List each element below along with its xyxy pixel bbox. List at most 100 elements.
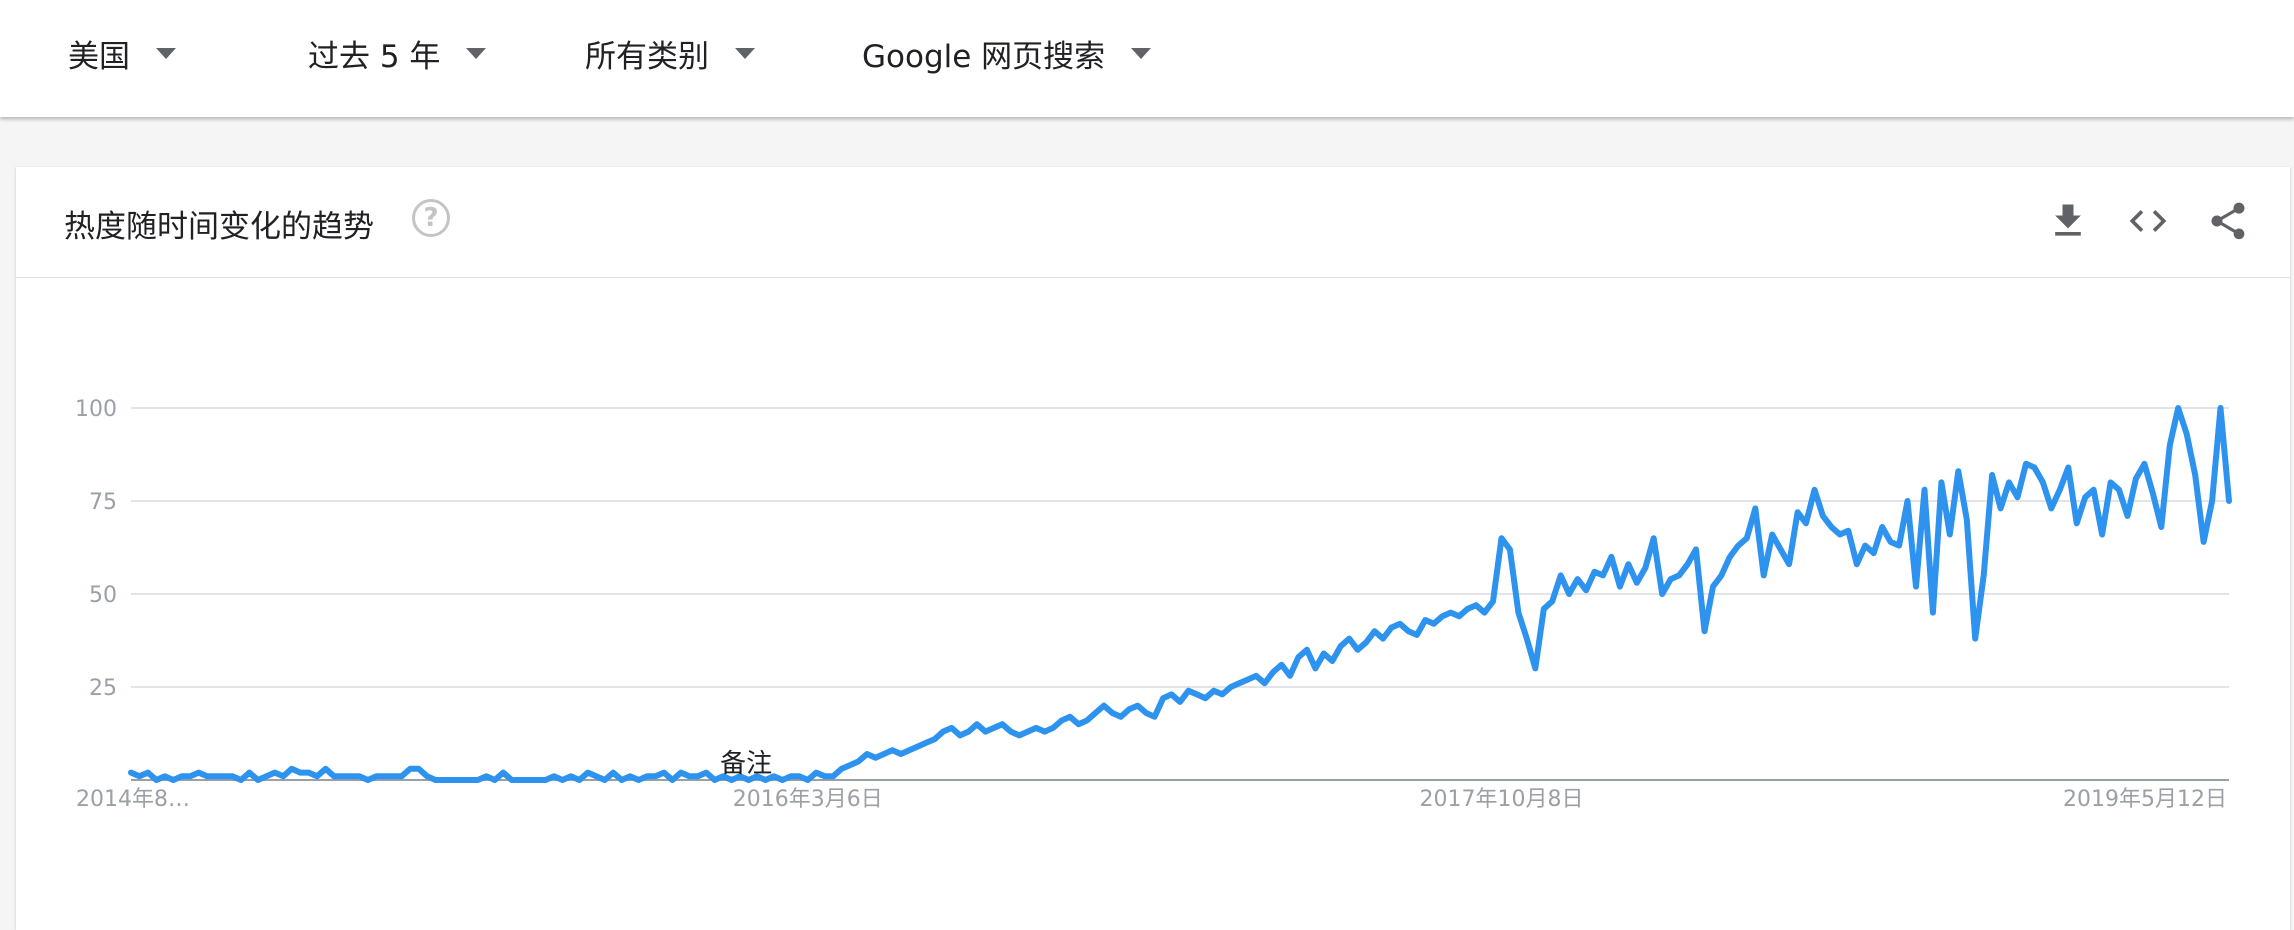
data-point[interactable]: [144, 769, 152, 777]
data-point[interactable]: [169, 776, 177, 784]
data-point[interactable]: [432, 776, 440, 784]
data-point[interactable]: [702, 769, 710, 777]
data-point[interactable]: [2030, 464, 2038, 472]
data-point[interactable]: [863, 750, 871, 758]
data-point[interactable]: [2081, 493, 2089, 501]
time-filter[interactable]: 过去 5 年: [308, 30, 487, 76]
data-point[interactable]: [2217, 404, 2225, 412]
data-point[interactable]: [1091, 709, 1099, 717]
data-point[interactable]: [787, 772, 795, 780]
data-point[interactable]: [1870, 549, 1878, 557]
data-point[interactable]: [1244, 676, 1252, 684]
data-point[interactable]: [1514, 609, 1522, 617]
data-point[interactable]: [262, 772, 270, 780]
data-point[interactable]: [457, 776, 465, 784]
data-point[interactable]: [2073, 519, 2081, 527]
data-point[interactable]: [694, 772, 702, 780]
data-point[interactable]: [2107, 478, 2115, 486]
data-point[interactable]: [1151, 713, 1159, 721]
data-point[interactable]: [1201, 694, 1209, 702]
data-point[interactable]: [347, 772, 355, 780]
data-point[interactable]: [178, 772, 186, 780]
data-point[interactable]: [1954, 467, 1962, 475]
data-point[interactable]: [398, 772, 406, 780]
data-point[interactable]: [1836, 530, 1844, 538]
data-point[interactable]: [288, 765, 296, 773]
data-point[interactable]: [1616, 583, 1624, 591]
data-point[interactable]: [1438, 612, 1446, 620]
data-point[interactable]: [1599, 571, 1607, 579]
data-point[interactable]: [1734, 542, 1742, 550]
data-point[interactable]: [1574, 575, 1582, 583]
data-point[interactable]: [2225, 497, 2233, 505]
data-point[interactable]: [2183, 430, 2191, 438]
data-point[interactable]: [1751, 504, 1759, 512]
data-point[interactable]: [1887, 538, 1895, 546]
data-point[interactable]: [652, 772, 660, 780]
data-point[interactable]: [152, 776, 160, 784]
data-point[interactable]: [1387, 623, 1395, 631]
data-point[interactable]: [1523, 635, 1531, 643]
data-point[interactable]: [939, 728, 947, 736]
data-point[interactable]: [1920, 486, 1928, 494]
data-point[interactable]: [1210, 687, 1218, 695]
data-point[interactable]: [795, 772, 803, 780]
data-point[interactable]: [1785, 560, 1793, 568]
data-point[interactable]: [965, 728, 973, 736]
data-point[interactable]: [482, 772, 490, 780]
data-point[interactable]: [2166, 441, 2174, 449]
data-point[interactable]: [2098, 530, 2106, 538]
data-point[interactable]: [1447, 609, 1455, 617]
data-point[interactable]: [871, 754, 879, 762]
data-point[interactable]: [1404, 627, 1412, 635]
data-point[interactable]: [2200, 538, 2208, 546]
data-point[interactable]: [905, 746, 913, 754]
data-point[interactable]: [804, 776, 812, 784]
data-point[interactable]: [1184, 687, 1192, 695]
data-point[interactable]: [846, 761, 854, 769]
data-point[interactable]: [711, 776, 719, 784]
data-point[interactable]: [1379, 635, 1387, 643]
data-point[interactable]: [2005, 478, 2013, 486]
data-point[interactable]: [1041, 728, 1049, 736]
data-point[interactable]: [1827, 523, 1835, 531]
data-point[interactable]: [2047, 504, 2055, 512]
data-point[interactable]: [1007, 728, 1015, 736]
data-point[interactable]: [922, 739, 930, 747]
data-point[interactable]: [973, 720, 981, 728]
data-point[interactable]: [1844, 527, 1852, 535]
data-point[interactable]: [1548, 597, 1556, 605]
data-point[interactable]: [1624, 560, 1632, 568]
category-filter[interactable]: 所有类别: [585, 30, 755, 76]
data-point[interactable]: [1294, 653, 1302, 661]
data-point[interactable]: [2064, 464, 2072, 472]
data-point[interactable]: [1269, 668, 1277, 676]
data-point[interactable]: [601, 776, 609, 784]
data-point[interactable]: [1066, 713, 1074, 721]
data-point[interactable]: [981, 728, 989, 736]
data-point[interactable]: [1345, 635, 1353, 643]
data-point[interactable]: [161, 772, 169, 780]
data-point[interactable]: [212, 772, 220, 780]
data-point[interactable]: [1058, 716, 1066, 724]
data-point[interactable]: [355, 772, 363, 780]
data-point[interactable]: [931, 735, 939, 743]
data-point[interactable]: [1760, 571, 1768, 579]
data-point[interactable]: [2140, 460, 2148, 468]
data-point[interactable]: [1117, 713, 1125, 721]
data-point[interactable]: [440, 776, 448, 784]
data-point[interactable]: [1032, 724, 1040, 732]
data-point[interactable]: [575, 776, 583, 784]
data-point[interactable]: [254, 776, 262, 784]
data-point[interactable]: [1557, 571, 1565, 579]
data-point[interactable]: [279, 772, 287, 780]
data-point[interactable]: [897, 750, 905, 758]
data-point[interactable]: [1354, 646, 1362, 654]
data-point[interactable]: [372, 772, 380, 780]
data-point[interactable]: [1108, 709, 1116, 717]
data-point[interactable]: [855, 757, 863, 765]
data-point[interactable]: [491, 776, 499, 784]
data-point[interactable]: [271, 769, 279, 777]
data-point[interactable]: [1709, 583, 1717, 591]
data-point[interactable]: [1235, 679, 1243, 687]
